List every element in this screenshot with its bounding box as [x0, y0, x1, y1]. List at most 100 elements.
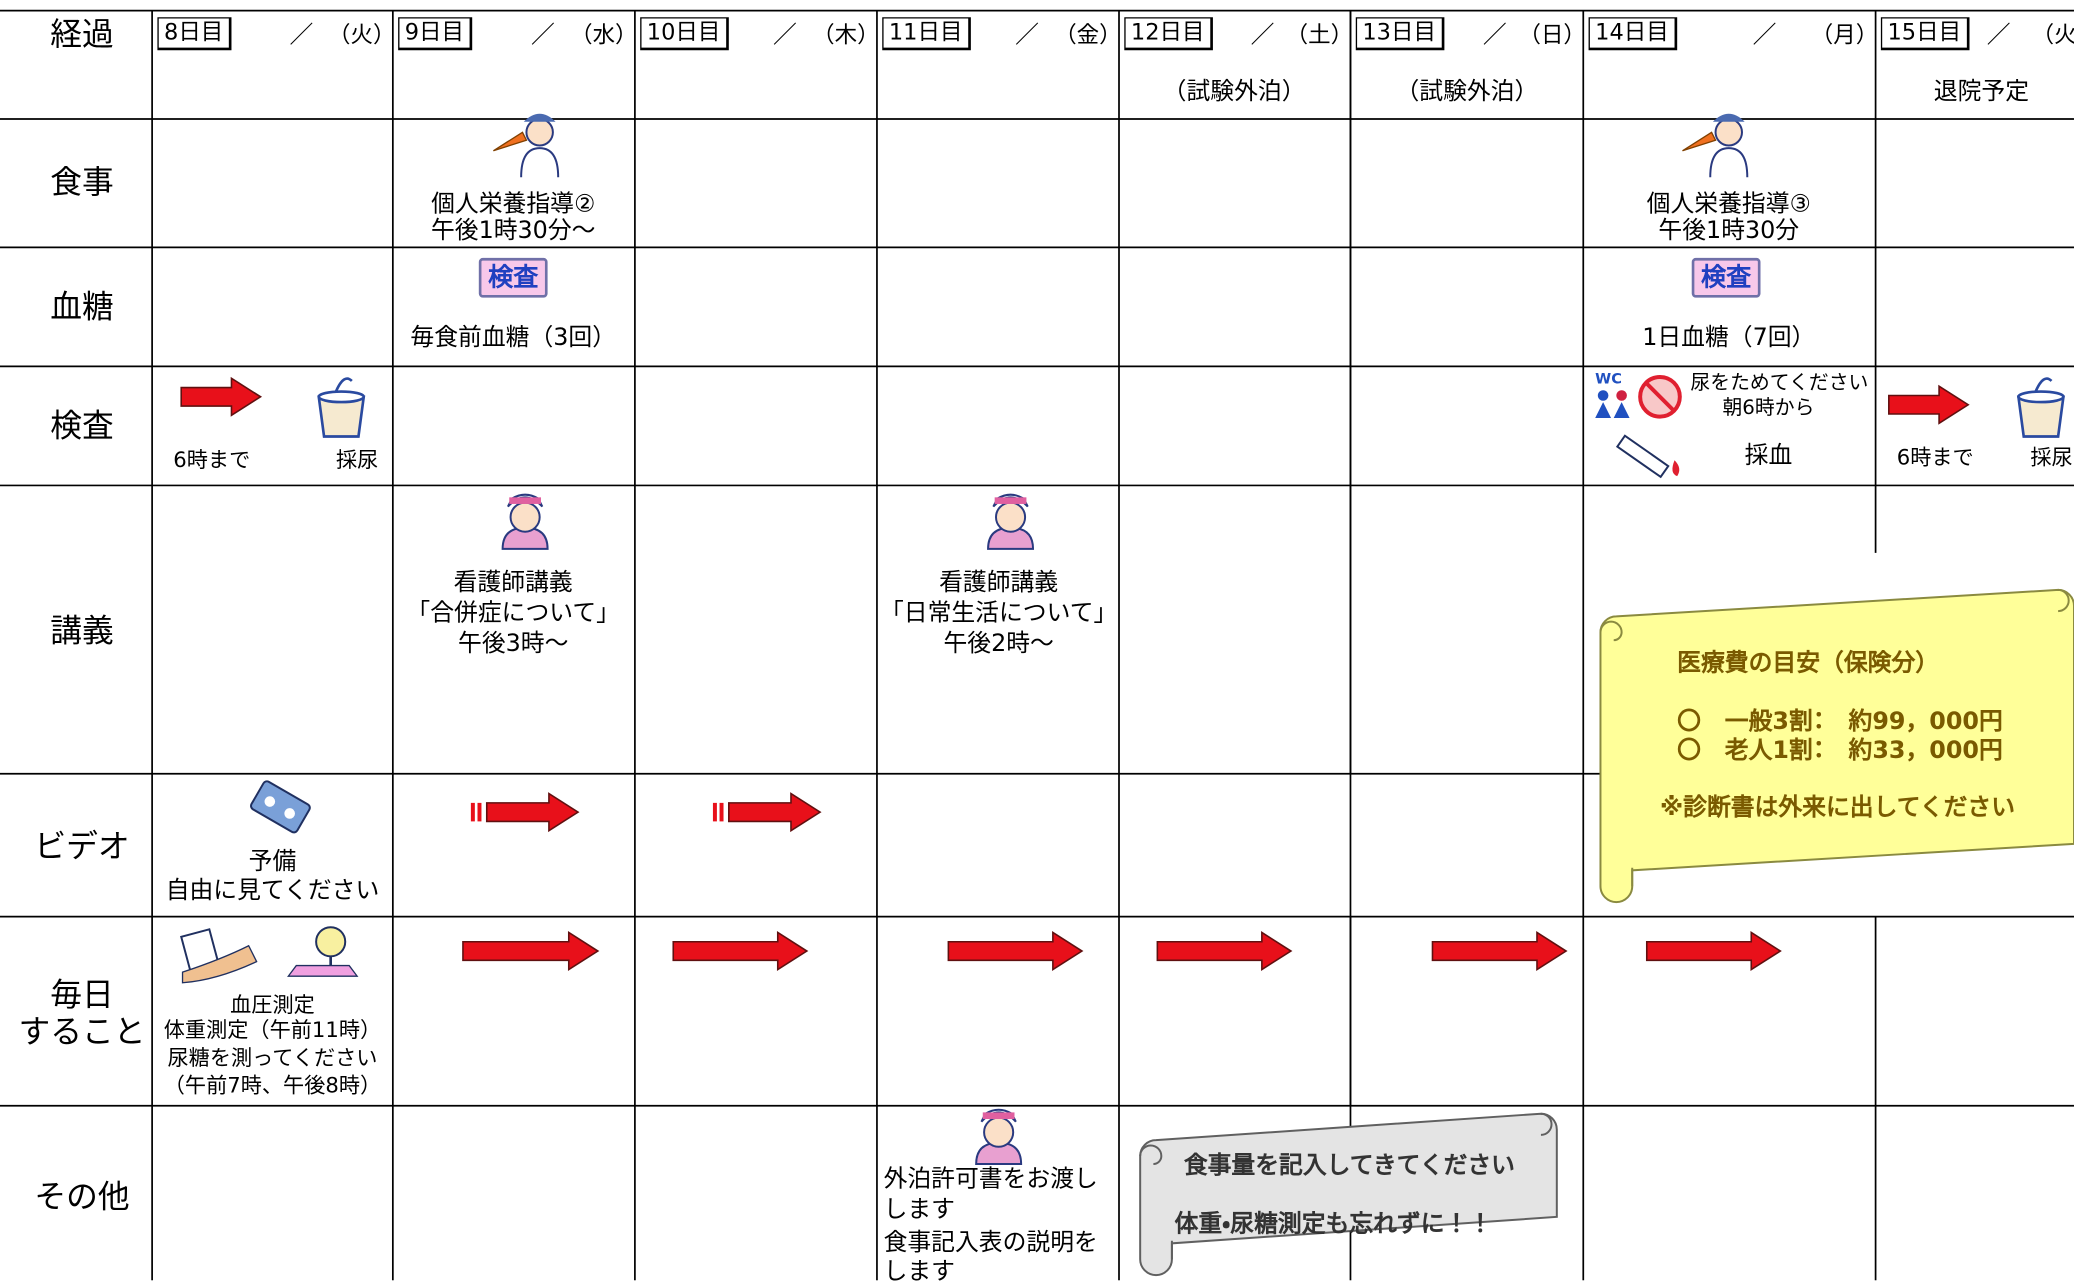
row-label: 毎日	[50, 976, 114, 1014]
weekday: （金）	[1054, 22, 1122, 49]
arrow	[1888, 384, 1970, 425]
nutrition-icon	[1709, 147, 1749, 178]
cell-text: 採血	[1744, 441, 1793, 470]
day-slash: ／	[1015, 21, 1039, 49]
cell-text: 採尿	[335, 447, 379, 473]
row-label: 講義	[50, 612, 114, 650]
cell-text: 朝6時から	[1722, 395, 1815, 420]
nurse-icon	[509, 501, 541, 533]
wc-icon	[1616, 390, 1627, 401]
weekday: （日）	[1518, 22, 1586, 49]
note-line: ※診断書は外来に出してください	[1659, 793, 2016, 822]
cell-text: 体重測定（午前11時）	[163, 1017, 382, 1043]
cup-icon	[2034, 377, 2053, 393]
weekday: （月）	[1810, 22, 1879, 49]
test-badge: 検査	[478, 257, 548, 298]
arrow	[947, 931, 1084, 971]
reminder-scroll	[1139, 1112, 1553, 1260]
day-slash: ／	[1482, 21, 1507, 49]
cell-text: 外泊許可書をお渡し	[883, 1165, 1098, 1194]
weekday: （火	[2031, 22, 2074, 49]
day-box: 10日目	[640, 17, 729, 51]
day-box: 14日目	[1588, 17, 1677, 51]
day-slash: ／	[1752, 21, 1777, 49]
cell-text: 毎食前血糖（3回）	[410, 324, 617, 352]
day-box: 8日目	[157, 17, 232, 51]
arrow	[728, 792, 822, 833]
arrow	[672, 931, 809, 971]
cell-text: 6時まで	[1896, 444, 1974, 470]
day-box: 12日目	[1124, 17, 1213, 51]
nutrition-icon	[523, 113, 556, 122]
day-box: 15日目	[1880, 17, 1970, 51]
day-note: 退院予定	[1933, 78, 2030, 106]
row-label: すること	[18, 1013, 146, 1051]
cell-text: 「日常生活について」	[879, 599, 1118, 627]
weekday: （火）	[328, 22, 396, 49]
cell-text: 採尿	[2030, 444, 2073, 470]
row-label: ビデオ	[34, 828, 130, 866]
day-slash: ／	[531, 21, 555, 49]
cup-icon	[2017, 390, 2065, 404]
arrow	[1645, 931, 1782, 971]
day-slash: ／	[773, 21, 797, 49]
test-badge: 検査	[1691, 257, 1761, 298]
arrow-tail	[712, 802, 717, 822]
day-box: 13日目	[1355, 17, 1444, 51]
cup-icon	[317, 390, 366, 404]
nutrition-icon	[525, 118, 554, 147]
day-note: （試験外泊）	[1162, 78, 1306, 106]
cell-text: 尿をためてください	[1690, 370, 1869, 395]
row-label: 検査	[50, 407, 114, 445]
day-note: （試験外泊）	[1395, 78, 1539, 106]
note-line: 〇 老人1割： 約33，000円	[1677, 736, 2003, 765]
row-label: 食事	[50, 164, 114, 202]
nurse-icon	[982, 1112, 1015, 1120]
wc-icon	[1595, 402, 1630, 418]
cell-text: 午後1時30分	[1658, 216, 1800, 245]
arrow	[485, 792, 580, 833]
note-line: 〇 一般3割： 約99，000円	[1677, 707, 2003, 736]
cell-text: 血圧測定	[230, 992, 315, 1018]
day-box: 11日目	[882, 17, 971, 51]
arrow-tail	[719, 802, 724, 822]
cell-text: します	[883, 1195, 955, 1224]
syringe-icon	[1615, 434, 1670, 479]
arrow	[180, 376, 263, 417]
day-slash: ／	[1986, 21, 2011, 49]
cup-icon	[334, 377, 353, 393]
video-icon	[264, 796, 276, 807]
cost-scroll	[1599, 588, 2070, 887]
nutrition-icon	[1682, 131, 1717, 152]
cell-text: 看護師講義	[939, 568, 1059, 597]
nurse-icon	[994, 497, 1027, 504]
nutrition-icon	[493, 131, 528, 152]
cell-text: 午後3時～	[458, 629, 569, 658]
day-slash: ／	[1250, 21, 1275, 49]
weekday: （水）	[570, 22, 638, 49]
nurse-icon	[509, 497, 541, 504]
reminder-line: 体重・尿糖測定も忘れずに！！	[1174, 1210, 1493, 1239]
wc-icon	[1597, 390, 1609, 401]
row-label: 血糖	[50, 288, 114, 326]
scale-icon	[315, 926, 347, 958]
cell-text: 自由に見てください	[165, 876, 380, 905]
arrow-tail	[477, 802, 482, 822]
cell-text: 個人栄養指導②	[431, 190, 596, 219]
cell-text: 食事記入表の説明を	[883, 1228, 1098, 1257]
weekday: （土）	[1285, 22, 1354, 49]
ban-icon	[1644, 380, 1676, 413]
note-title: 医療費の目安（保険分）	[1677, 649, 1940, 678]
reminder-scroll	[1139, 1112, 1558, 1277]
nutrition-icon	[520, 147, 560, 178]
row-label: その他	[34, 1178, 130, 1216]
cell-text: 予備	[248, 847, 297, 876]
arrow	[462, 931, 600, 971]
video-icon	[250, 780, 311, 834]
cell-text: 看護師講義	[453, 568, 573, 597]
row-label: 経過	[50, 15, 114, 53]
nutrition-icon	[1712, 113, 1745, 122]
